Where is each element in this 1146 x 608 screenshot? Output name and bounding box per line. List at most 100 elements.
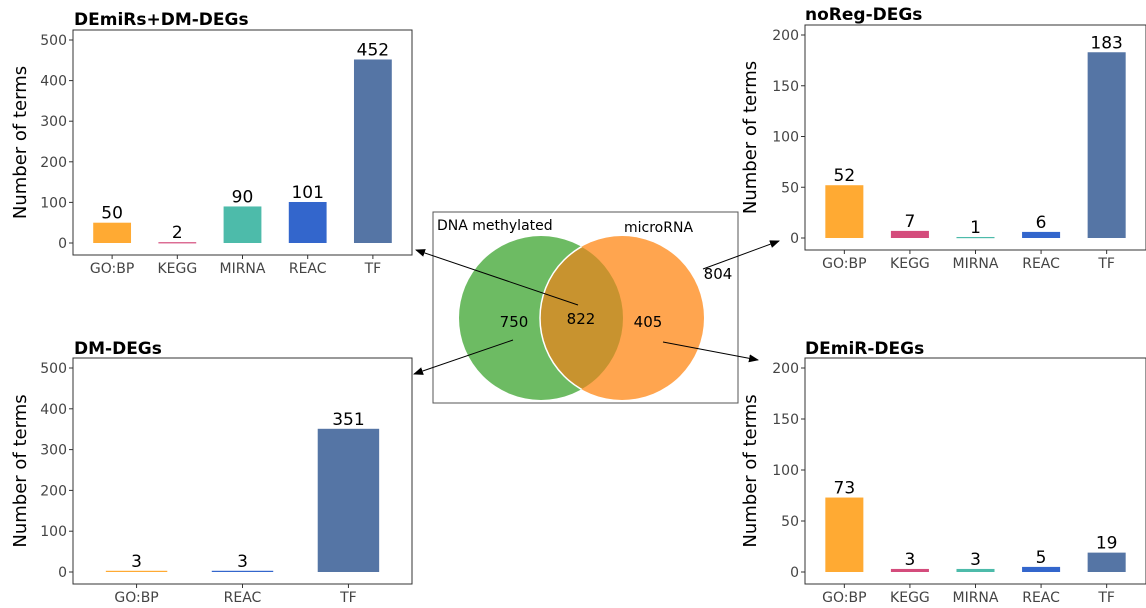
panel-title: DEmiRs+DM-DEGs (74, 10, 249, 30)
arrow-to-noreg-degs (702, 240, 780, 270)
bar (223, 206, 262, 243)
data-label: 183 (1090, 33, 1122, 53)
bar (825, 497, 864, 572)
bar (956, 568, 995, 572)
y-tick-label: 200 (772, 361, 799, 377)
bar (1022, 231, 1061, 238)
bar (288, 201, 327, 243)
data-label: 5 (1036, 548, 1047, 568)
x-tick-label: TF (339, 590, 357, 606)
venn-overlap (539, 236, 623, 400)
venn-count-both: 822 (567, 310, 596, 328)
arrow-to-demir-degs (662, 341, 759, 363)
bar (1087, 52, 1126, 238)
data-label: 2 (172, 223, 183, 243)
y-tick-label: 0 (790, 231, 799, 247)
y-tick-label: 150 (772, 79, 799, 95)
venn-label-mirna: microRNA (624, 220, 693, 236)
panel-demirs-dm-degs: DEmiRs+DM-DEGs 0 100 200 300 400 500 Number of … (10, 10, 413, 277)
y-tick-label: 400 (40, 74, 67, 90)
y-axis-title: Number of terms (740, 61, 761, 214)
venn-count-dna-only: 750 (500, 313, 529, 331)
data-label: 351 (332, 410, 364, 430)
bar (890, 568, 929, 572)
y-tick-label: 100 (40, 195, 67, 211)
data-label: 1 (970, 218, 981, 238)
y-tick-label: 400 (40, 402, 67, 418)
bar (825, 185, 864, 238)
data-label: 52 (834, 166, 856, 186)
y-tick-label: 500 (40, 361, 67, 377)
bar (317, 428, 380, 572)
data-label: 3 (131, 552, 142, 572)
bar (93, 222, 132, 243)
arrow-to-dm-degs (413, 339, 514, 375)
data-label: 6 (1036, 213, 1047, 233)
y-tick-label: 0 (58, 565, 67, 581)
panel-noreg-degs: noReg-DEGs 0 50 100 150 200 Number of terms 52 G… (740, 5, 1146, 272)
y-tick-label: 200 (40, 155, 67, 171)
y-tick-label: 100 (772, 463, 799, 479)
bar (353, 59, 392, 243)
data-label: 50 (101, 204, 123, 224)
y-tick-label: 500 (40, 33, 67, 49)
arrows (413, 240, 780, 375)
x-tick-label: TF (1097, 256, 1115, 272)
y-tick-label: 300 (40, 114, 67, 130)
x-tick-label: REAC (1022, 256, 1060, 272)
x-tick-label: GO:BP (90, 261, 134, 277)
data-label: 7 (905, 212, 916, 232)
y-tick-label: 0 (58, 236, 67, 252)
venn-count-neither: 804 (704, 265, 733, 283)
bar (956, 236, 995, 239)
panel-demir-degs: DEmiR-DEGs 0 50 100 150 200 Number of terms 73 G… (740, 339, 1146, 606)
panel-title: noReg-DEGs (805, 5, 922, 25)
x-tick-label: MIRNA (953, 256, 999, 272)
bar (1022, 566, 1061, 572)
bar (211, 570, 274, 572)
bar (158, 242, 197, 244)
y-tick-label: 300 (40, 443, 67, 459)
y-tick-label: 50 (781, 180, 799, 196)
x-tick-label: KEGG (157, 261, 197, 277)
data-label: 19 (1096, 534, 1118, 554)
data-label: 3 (237, 552, 248, 572)
venn-count-mirna-only: 405 (634, 313, 663, 331)
y-tick-label: 200 (772, 28, 799, 44)
x-tick-label: TF (364, 261, 382, 277)
bar (105, 570, 168, 572)
data-label: 101 (291, 183, 323, 203)
x-tick-label: MIRNA (220, 261, 266, 277)
data-label: 90 (232, 187, 254, 207)
bar (1087, 552, 1126, 572)
x-tick-label: REAC (289, 261, 327, 277)
panel-title: DEmiR-DEGs (805, 339, 924, 359)
y-tick-label: 100 (40, 524, 67, 540)
x-tick-label: GO:BP (114, 590, 158, 606)
bar (890, 230, 929, 238)
y-tick-label: 200 (40, 483, 67, 499)
data-label: 3 (905, 550, 916, 570)
venn-diagram: DNA methylated microRNA 750 822 405 804 (432, 211, 739, 404)
data-label: 73 (834, 479, 856, 499)
y-tick-label: 150 (772, 412, 799, 428)
y-axis-title: Number of terms (10, 66, 31, 219)
arrow-to-demirs-dm-degs (415, 249, 579, 306)
y-tick-label: 100 (772, 130, 799, 146)
y-tick-label: 0 (790, 565, 799, 581)
x-tick-label: KEGG (890, 256, 930, 272)
panel-title: DM-DEGs (74, 339, 162, 359)
x-tick-label: KEGG (890, 590, 930, 606)
x-tick-label: MIRNA (953, 590, 999, 606)
panel-dm-degs: DM-DEGs 0 100 200 300 400 500 Number of terms 3 G… (10, 339, 413, 606)
y-axis-title: Number of terms (740, 394, 761, 547)
venn-label-dna: DNA methylated (437, 218, 553, 234)
data-label: 3 (970, 550, 981, 570)
x-tick-label: GO:BP (822, 590, 866, 606)
x-tick-label: REAC (224, 590, 262, 606)
x-tick-label: TF (1097, 590, 1115, 606)
x-tick-label: GO:BP (822, 256, 866, 272)
x-tick-label: REAC (1022, 590, 1060, 606)
